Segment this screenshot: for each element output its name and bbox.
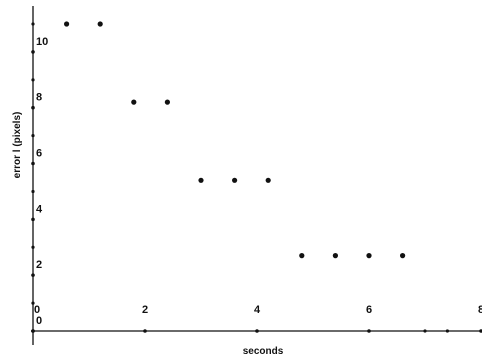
- y-minor-tick-mark: [31, 78, 35, 82]
- y-tick-label: 8: [36, 92, 42, 104]
- data-point: [232, 177, 238, 183]
- data-point: [64, 21, 70, 27]
- x-tick-label: 6: [366, 304, 372, 316]
- y-minor-tick-mark: [31, 134, 35, 138]
- y-tick-label: 10: [36, 36, 48, 48]
- x-tick-label: 0: [34, 304, 40, 316]
- data-point: [198, 177, 204, 183]
- data-point: [366, 253, 372, 259]
- x-tick-mark: [367, 329, 371, 333]
- data-point: [97, 21, 103, 27]
- y-minor-tick-mark: [31, 22, 35, 26]
- y-tick-mark: [31, 161, 35, 166]
- y-axis-title: error l (pixels): [12, 112, 23, 179]
- y-tick-mark: [31, 217, 35, 222]
- axis-ticks: 0 2 4 6 8 0 2 4 6 8 10: [31, 22, 482, 333]
- data-point: [299, 253, 305, 259]
- x-tick-label: 8: [478, 304, 482, 316]
- y-minor-tick-mark: [31, 245, 35, 249]
- x-tick-mark: [479, 329, 482, 333]
- data-point: [265, 177, 271, 183]
- x-tick-mark: [255, 329, 259, 333]
- y-tick-label: 6: [36, 148, 42, 160]
- x-minor-tick-mark: [445, 329, 449, 333]
- y-tick-label: 2: [36, 259, 42, 271]
- y-tick-mark: [31, 105, 35, 110]
- x-axis-title: seconds: [243, 346, 284, 357]
- y-tick-mark: [31, 50, 35, 54]
- axes: [31, 6, 481, 345]
- x-tick-label: 4: [254, 304, 261, 316]
- data-point: [332, 253, 338, 259]
- x-tick-label: 2: [142, 304, 148, 316]
- y-tick-mark: [31, 273, 35, 277]
- y-tick-label: 4: [36, 203, 43, 215]
- x-minor-tick-mark: [423, 329, 427, 333]
- x-tick-mark: [143, 329, 147, 333]
- data-point: [131, 99, 137, 105]
- data-point: [400, 253, 406, 259]
- y-tick-label: 0: [36, 315, 42, 327]
- y-minor-tick-mark: [31, 301, 35, 305]
- data-points: [64, 21, 406, 259]
- y-minor-tick-mark: [31, 189, 35, 194]
- data-point: [164, 99, 170, 105]
- y-tick-mark: [31, 329, 35, 333]
